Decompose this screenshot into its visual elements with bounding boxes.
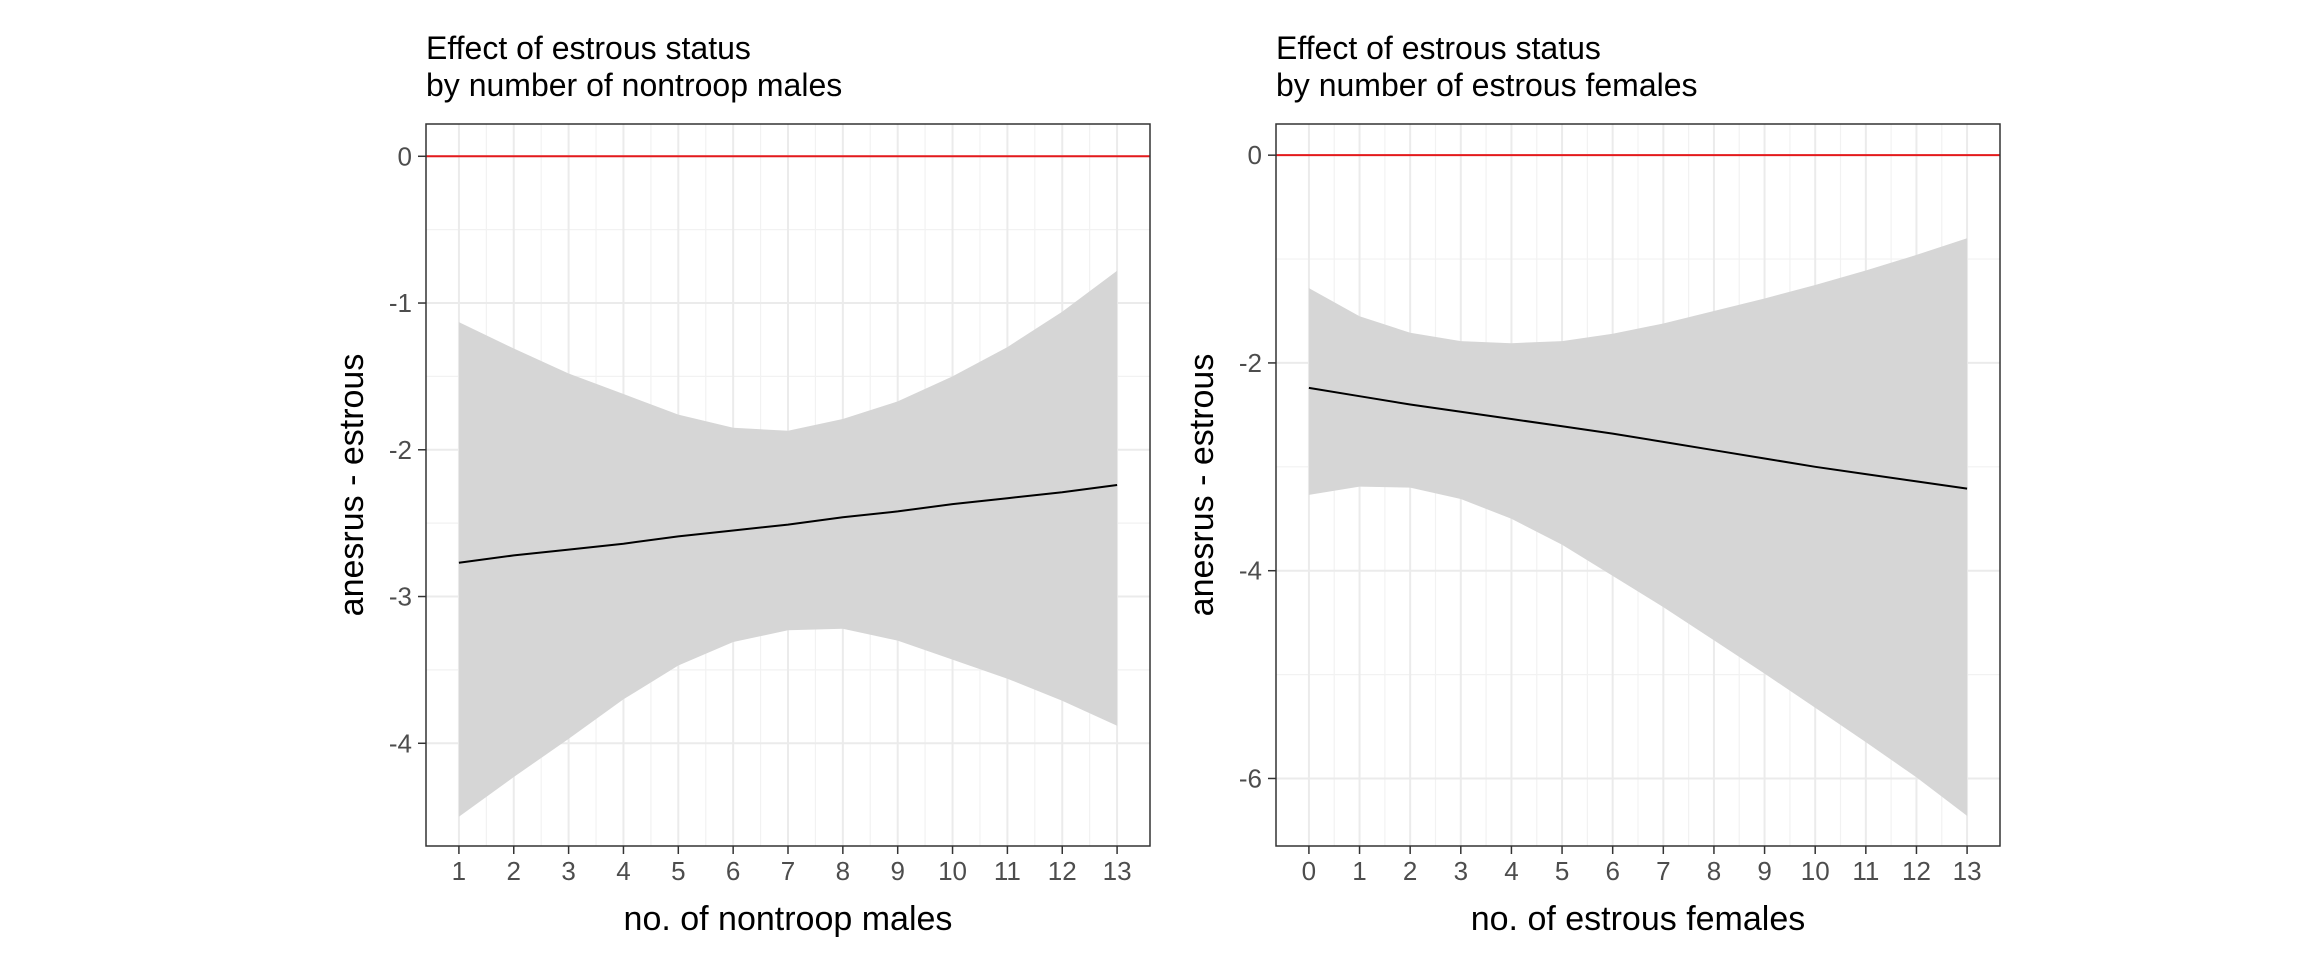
x-tick-label: 6 — [726, 856, 740, 886]
x-tick-label: 11 — [1852, 856, 1879, 886]
x-axis-label: no. of estrous females — [1471, 900, 1806, 938]
panel-title-line-2: by number of nontroop males — [426, 67, 842, 103]
x-tick-label: 2 — [507, 856, 521, 886]
y-tick-label: -6 — [1239, 763, 1262, 793]
panel-nontroop-males: Effect of estrous status by number of no… — [333, 30, 1151, 938]
x-tick-label: 11 — [994, 856, 1021, 886]
y-axis-ticks: 0 -2 -4 -6 — [1239, 140, 1276, 793]
x-tick-label: 10 — [1801, 856, 1830, 886]
x-tick-label: 2 — [1403, 856, 1417, 886]
y-axis-ticks: 0 -1 -2 -3 -4 — [389, 141, 426, 758]
x-tick-label: 5 — [1555, 856, 1569, 886]
x-tick-label: 3 — [561, 856, 575, 886]
panel-estrous-females: Effect of estrous status by number of es… — [1183, 30, 2001, 938]
estimate-line — [1308, 386, 1968, 490]
x-tick-label: 3 — [1454, 856, 1468, 886]
plot-border — [1275, 123, 2001, 847]
x-tick-label: 12 — [1902, 856, 1931, 886]
y-tick-label: -2 — [1239, 348, 1262, 378]
x-tick-label: 13 — [1953, 856, 1982, 886]
x-tick-label: 5 — [671, 856, 685, 886]
x-tick-label: 8 — [836, 856, 850, 886]
x-tick-label: 1 — [1352, 856, 1366, 886]
x-tick-label: 9 — [1757, 856, 1771, 886]
y-tick-label: 0 — [1248, 140, 1262, 170]
x-tick-label: 8 — [1707, 856, 1721, 886]
x-tick-label: 10 — [938, 856, 967, 886]
x-tick-label: 1 — [452, 856, 466, 886]
panel-title-line-2: by number of estrous females — [1276, 67, 1698, 103]
x-tick-label: 0 — [1302, 856, 1316, 886]
y-tick-label: -3 — [389, 582, 412, 612]
x-tick-label: 9 — [890, 856, 904, 886]
x-tick-label: 7 — [781, 856, 795, 886]
x-axis-ticks: 1 2 3 4 5 6 7 8 9 10 11 12 13 — [452, 846, 1132, 886]
x-axis-ticks: 0 1 2 3 4 5 6 7 8 9 10 11 12 13 — [1302, 846, 1982, 886]
x-tick-label: 6 — [1605, 856, 1619, 886]
confidence-band — [1308, 238, 1968, 816]
panel-title-line-1: Effect of estrous status — [1276, 30, 1601, 66]
y-tick-label: -4 — [389, 728, 412, 758]
y-tick-label: 0 — [398, 141, 412, 171]
x-tick-label: 7 — [1656, 856, 1670, 886]
panel-title-line-1: Effect of estrous status — [426, 30, 751, 66]
y-axis-label: anesrus - estrous — [1183, 354, 1221, 617]
confidence-band — [458, 270, 1118, 817]
estimate-line — [458, 484, 1118, 564]
x-tick-label: 12 — [1048, 856, 1077, 886]
y-axis-label: anesrus - estrous — [333, 354, 371, 617]
y-tick-label: -4 — [1239, 556, 1262, 586]
x-axis-label: no. of nontroop males — [624, 900, 953, 938]
x-tick-label: 13 — [1103, 856, 1132, 886]
y-tick-label: -1 — [389, 288, 412, 318]
x-tick-label: 4 — [616, 856, 630, 886]
x-tick-label: 4 — [1504, 856, 1518, 886]
y-tick-label: -2 — [389, 435, 412, 465]
